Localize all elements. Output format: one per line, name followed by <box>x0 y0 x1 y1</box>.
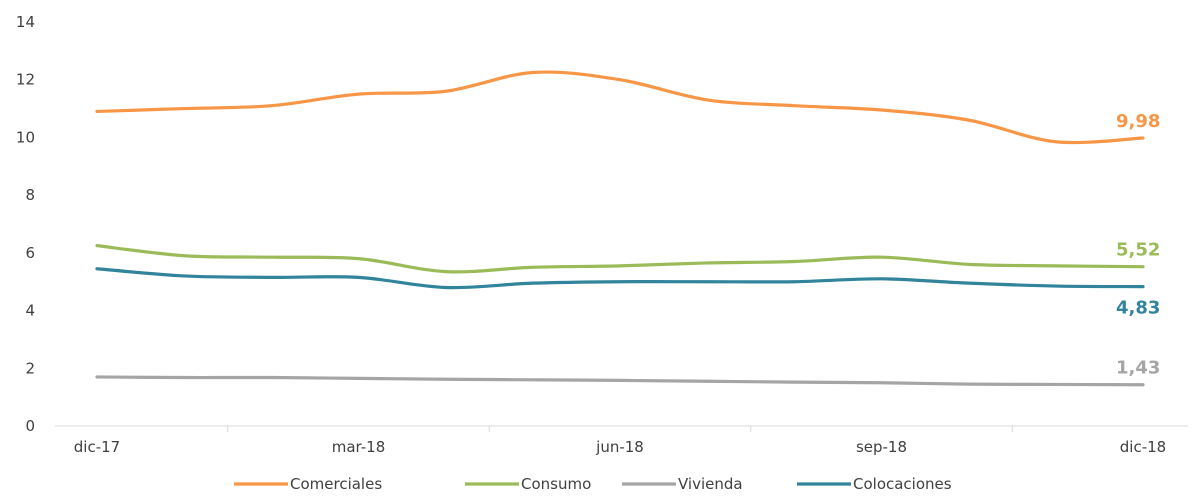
end-label-vivienda: 1,43 <box>1116 358 1160 379</box>
legend: Comerciales Consumo Vivienda Colocaciones <box>234 475 952 493</box>
series-line-vivienda <box>95 375 1145 387</box>
legend-label-colocaciones: Colocaciones <box>853 475 952 493</box>
series-line-consumo <box>95 244 1145 274</box>
y-tick-label: 0 <box>25 417 35 435</box>
y-tick-label: 14 <box>16 13 35 31</box>
y-axis-ticks: 0 2 4 6 8 10 12 14 <box>16 13 35 435</box>
x-tick-label: sep-18 <box>856 438 907 456</box>
legend-label-vivienda: Vivienda <box>678 475 743 493</box>
end-label-comerciales: 9,98 <box>1116 111 1160 132</box>
x-axis-ticks: dic-17 mar-18 jun-18 sep-18 dic-18 <box>74 426 1166 456</box>
x-tick-label: mar-18 <box>332 438 386 456</box>
legend-label-consumo: Consumo <box>521 475 591 493</box>
y-tick-label: 4 <box>25 302 35 320</box>
end-label-consumo: 5,52 <box>1116 240 1160 261</box>
y-tick-label: 6 <box>25 244 35 262</box>
y-tick-label: 10 <box>16 128 35 146</box>
x-tick-label: dic-17 <box>74 438 120 456</box>
y-tick-label: 8 <box>25 186 35 204</box>
series-lines <box>95 70 1145 387</box>
x-tick-label: dic-18 <box>1120 438 1166 456</box>
x-tick-label: jun-18 <box>595 438 644 456</box>
end-label-colocaciones: 4,83 <box>1116 298 1160 319</box>
end-labels: 9,98 5,52 1,43 4,83 <box>1116 111 1160 379</box>
series-line-comerciales <box>95 70 1145 145</box>
series-line-colocaciones <box>95 267 1145 290</box>
legend-label-comerciales: Comerciales <box>290 475 382 493</box>
y-tick-label: 12 <box>16 71 35 89</box>
y-tick-label: 2 <box>25 359 35 377</box>
